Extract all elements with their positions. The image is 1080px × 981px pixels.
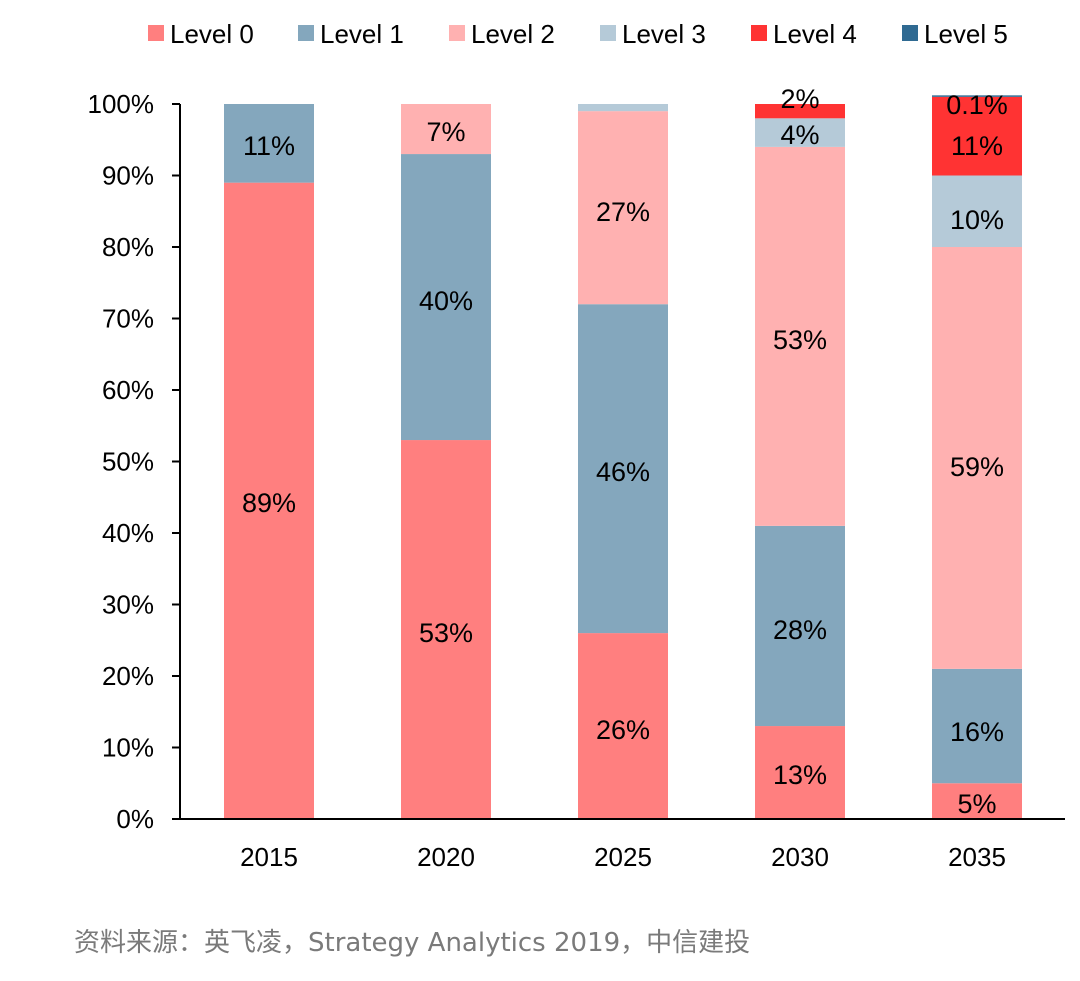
y-tick-label: 50% [102, 447, 154, 477]
bars: 89% 11% 53% 40% 7% 26% 46% 27% 13% 28% 53% 4% 2% 5% 16… [224, 84, 1022, 819]
y-tick-label: 60% [102, 375, 154, 405]
y-tick-label: 20% [102, 661, 154, 691]
chart-legend: Level 0 Level 1 Level 2 Level 3 Level 4 Level… [148, 19, 1008, 49]
legend-swatch [298, 25, 314, 41]
source-note: 资料来源：英飞凌，Strategy Analytics 2019，中信建投 [74, 928, 751, 958]
y-axis: 0% 10% 20% 30% 40% 50% 60% 70% 80% 90% 100% [88, 89, 181, 834]
bar-segment-2015-level-1 [224, 104, 314, 183]
data-label: 10% [950, 205, 1004, 235]
y-tick-label: 70% [102, 304, 154, 334]
legend-swatch [751, 25, 767, 41]
legend-swatch [148, 25, 164, 41]
data-label: 16% [950, 717, 1004, 747]
legend-label: Level 4 [773, 19, 857, 49]
data-label: 13% [773, 760, 827, 790]
data-label: 5% [957, 789, 996, 819]
x-axis: 2015 2020 2025 2030 2035 [180, 818, 1065, 872]
data-label: 28% [773, 615, 827, 645]
legend-item-level-5: Level 5 [902, 19, 1008, 49]
legend-item-level-0: Level 0 [148, 19, 254, 49]
x-tick-label: 2030 [771, 842, 829, 872]
data-label: 0.1% [946, 90, 1008, 120]
y-tick-label: 10% [102, 733, 154, 763]
legend-item-level-3: Level 3 [600, 19, 706, 49]
y-tick-label: 80% [102, 232, 154, 262]
legend-label: Level 3 [622, 19, 706, 49]
data-label: 2% [780, 84, 819, 114]
bar-segment-2030-level-1 [755, 525, 845, 727]
bar-segment-2035-level-3 [932, 175, 1022, 247]
bar-segment-2025-level-2 [578, 111, 668, 305]
bar-segment-2035-level-4 [932, 96, 1022, 176]
legend-label: Level 1 [320, 19, 404, 49]
data-label: 46% [596, 457, 650, 487]
bar-segment-2025-level-3 [578, 104, 668, 112]
data-label: 11% [951, 131, 1003, 161]
legend-swatch [600, 25, 616, 41]
x-tick-label: 2015 [240, 842, 298, 872]
y-tick-label: 40% [102, 518, 154, 548]
x-tick-label: 2025 [594, 842, 652, 872]
y-tick-label: 30% [102, 590, 154, 620]
legend-swatch [902, 25, 918, 41]
x-tick-label: 2020 [417, 842, 475, 872]
data-label: 40% [419, 286, 473, 316]
legend-item-level-1: Level 1 [298, 19, 404, 49]
bar-segment-2020-level-1 [401, 154, 491, 441]
bar-segment-2030-level-2 [755, 146, 845, 526]
bar-segment-2035-level-0 [932, 783, 1022, 819]
bar-segment-2025-level-0 [578, 633, 668, 819]
bar-segment-2035-level-1 [932, 668, 1022, 784]
data-label: 59% [950, 452, 1004, 482]
legend-swatch [449, 25, 465, 41]
x-tick-label: 2035 [948, 842, 1006, 872]
y-tick-label: 100% [88, 89, 155, 119]
bar-segment-2020-level-0 [401, 440, 491, 819]
stacked-bar-chart: Level 0 Level 1 Level 2 Level 3 Level 4 Level… [88, 19, 1065, 872]
bar-segment-2030-level-4 [755, 104, 845, 119]
bar-segment-2035-level-5 [932, 95, 1022, 97]
data-label: 27% [596, 197, 650, 227]
legend-item-level-2: Level 2 [449, 19, 555, 49]
data-label: 4% [780, 120, 819, 150]
bar-segment-2035-level-2 [932, 247, 1022, 669]
legend-label: Level 5 [924, 19, 1008, 49]
bar-segment-2025-level-1 [578, 304, 668, 634]
legend-label: Level 2 [471, 19, 555, 49]
bar-segment-2030-level-0 [755, 726, 845, 819]
data-label: 89% [242, 488, 296, 518]
bar-segment-2030-level-3 [755, 118, 845, 147]
y-tick-label: 90% [102, 161, 154, 191]
bar-segment-2020-level-2 [401, 104, 491, 155]
data-label: 11% [243, 131, 295, 161]
y-tick-label: 0% [116, 804, 154, 834]
legend-label: Level 0 [170, 19, 254, 49]
data-label: 53% [419, 618, 473, 648]
legend-item-level-4: Level 4 [751, 19, 857, 49]
data-label: 7% [426, 117, 465, 147]
data-label: 53% [773, 325, 827, 355]
bar-segment-2015-level-0 [224, 182, 314, 819]
data-label: 26% [596, 715, 650, 745]
